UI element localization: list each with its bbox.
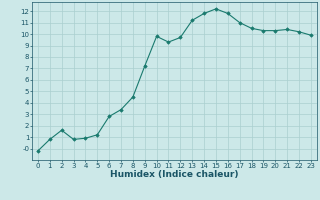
- X-axis label: Humidex (Indice chaleur): Humidex (Indice chaleur): [110, 170, 239, 179]
